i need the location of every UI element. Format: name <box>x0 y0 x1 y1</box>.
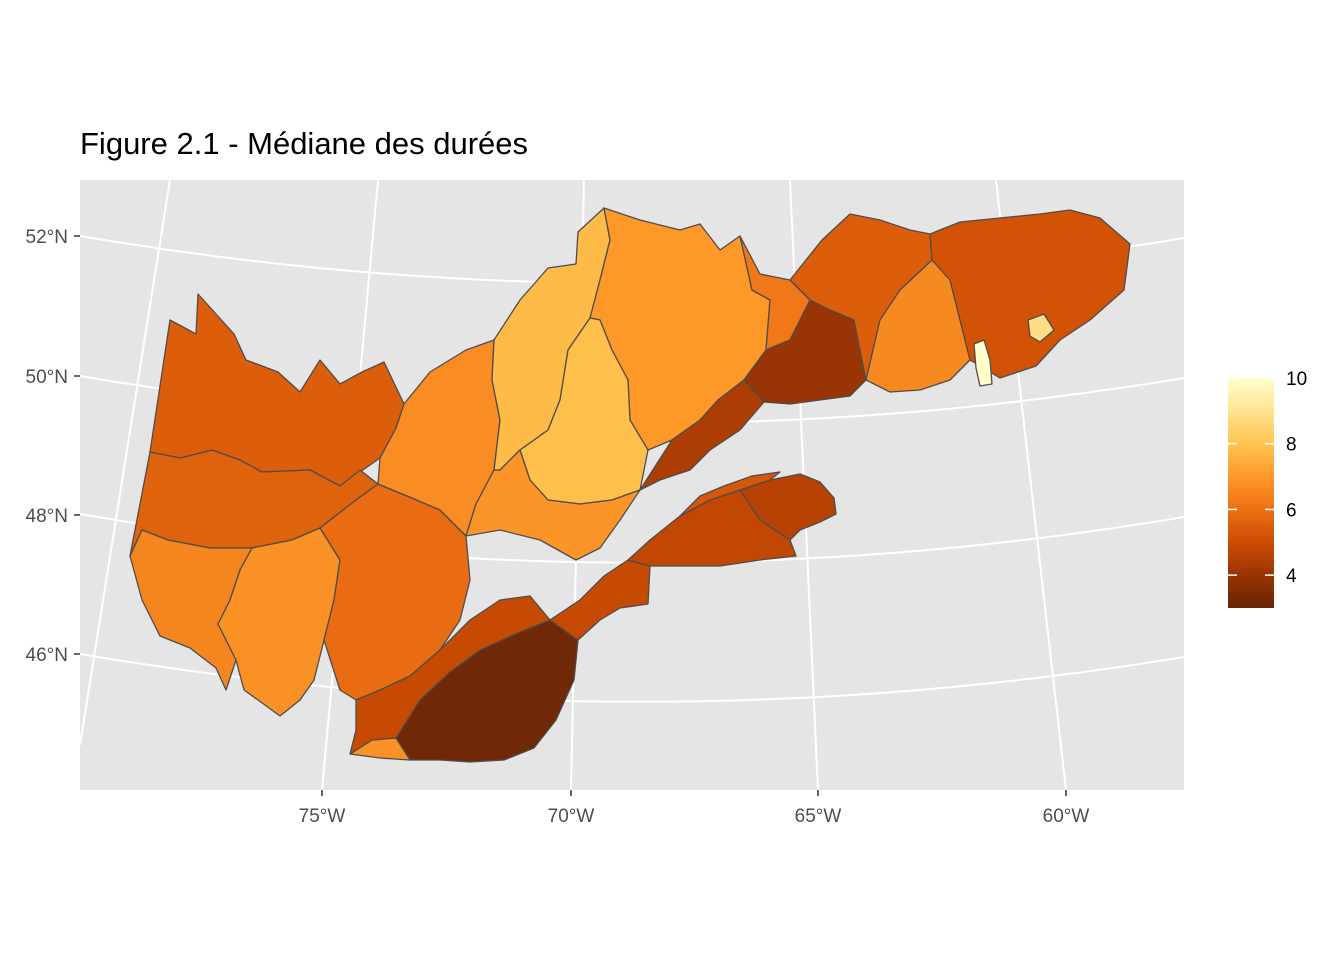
y-axis: 52°N 50°N 48°N 46°N <box>26 227 80 666</box>
legend-colorbar <box>1228 378 1274 608</box>
region-high-spot <box>973 339 993 387</box>
y-tick-label-46: 46°N <box>26 645 68 666</box>
region-high-spot-2 <box>1027 313 1055 343</box>
legend-tick-label: 10 <box>1286 369 1307 390</box>
map-title: Figure 2.1 - Médiane des durées <box>80 126 529 161</box>
region-basse-cote-nord <box>929 209 1131 379</box>
region-layer <box>129 207 1131 763</box>
region-charlevoix <box>639 379 765 491</box>
region-quebec-region <box>549 559 651 641</box>
y-tick-label-48: 48°N <box>26 506 68 527</box>
x-tick-label-65: 65°W <box>795 806 842 827</box>
legend-tick-label: 6 <box>1286 500 1297 521</box>
meridian-80w <box>79 179 171 746</box>
x-tick-label-60: 60°W <box>1043 806 1090 827</box>
x-axis: 75°W 70°W 65°W 60°W <box>299 790 1090 827</box>
region-gaspesie <box>739 473 837 541</box>
region-gaspesie-north <box>679 471 781 517</box>
legend-tick-label: 4 <box>1286 566 1297 587</box>
x-tick-label-75: 75°W <box>299 806 346 827</box>
region-st-lawrence-south-shore <box>349 595 551 755</box>
x-tick-label-70: 70°W <box>548 806 595 827</box>
legend: 10 8 6 4 <box>1228 369 1307 608</box>
legend-tick-label: 8 <box>1286 435 1297 456</box>
region-central-north-orange <box>465 449 641 561</box>
y-tick-label-52: 52°N <box>26 227 68 248</box>
y-tick-label-50: 50°N <box>26 367 68 388</box>
